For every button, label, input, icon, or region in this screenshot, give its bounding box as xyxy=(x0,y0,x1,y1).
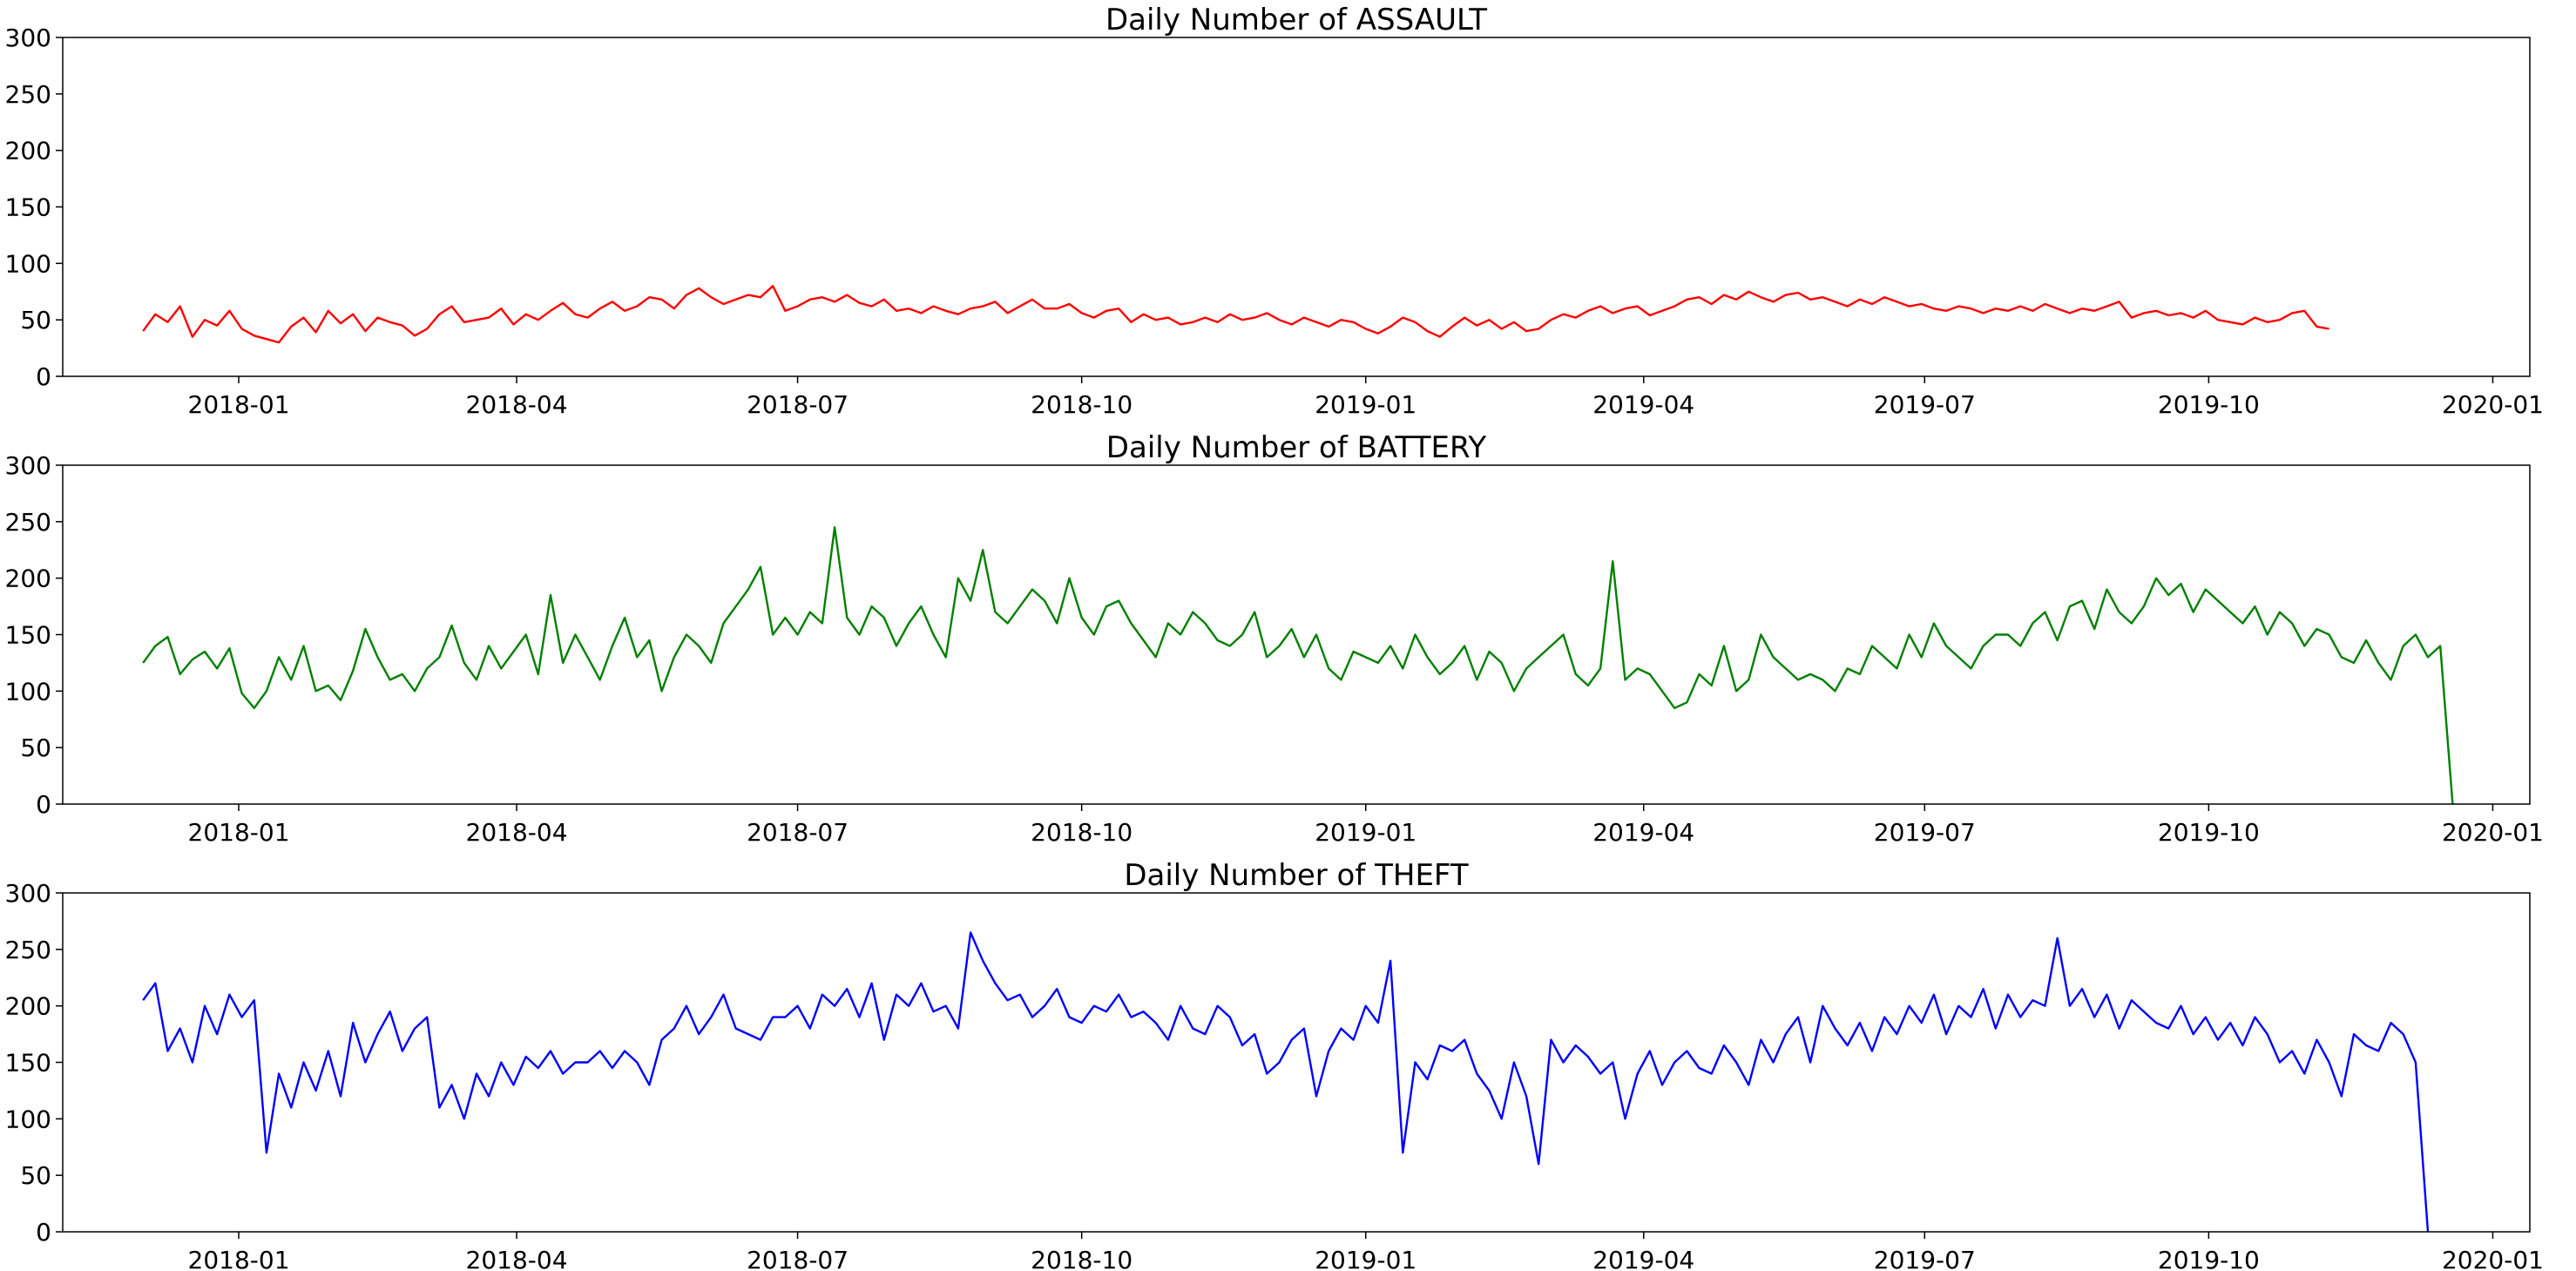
x-tick-label: 2018-04 xyxy=(466,1246,568,1271)
x-tick-label: 2019-01 xyxy=(1315,1246,1416,1271)
x-tick-label: 2018-10 xyxy=(1031,818,1132,847)
series-lines xyxy=(142,526,2454,805)
x-tick-label: 2018-01 xyxy=(188,390,290,419)
assault-chart: Daily Number of ASSAULT 0 50 100 150 200 250 3… xyxy=(5,3,2544,419)
plot-frame xyxy=(62,37,2531,377)
y-tick-label: 200 xyxy=(5,565,51,593)
y-tick-label: 50 xyxy=(20,734,51,762)
x-tick-label: 2020-01 xyxy=(2442,390,2544,419)
x-tick-label: 2019-01 xyxy=(1315,818,1416,847)
y-tick-label: 100 xyxy=(5,1105,51,1133)
series-line xyxy=(142,931,2430,1233)
x-tick-label: 2018-01 xyxy=(188,1246,290,1271)
x-tick-label: 2018-07 xyxy=(747,1246,849,1271)
y-tick-label: 0 xyxy=(36,790,51,819)
y-axis-ticks: 0 50 100 150 200 250 300 xyxy=(5,24,63,391)
x-tick-label: 2018-10 xyxy=(1031,390,1132,419)
y-tick-label: 250 xyxy=(5,936,51,964)
plot-frame xyxy=(62,892,2531,1233)
y-tick-label: 0 xyxy=(36,362,51,391)
x-tick-label: 2019-04 xyxy=(1592,1246,1694,1271)
y-axis-ticks: 0 50 100 150 200 250 300 xyxy=(5,879,63,1247)
x-tick-label: 2019-07 xyxy=(1874,1246,1976,1271)
series-line xyxy=(142,526,2454,805)
x-tick-label: 2019-04 xyxy=(1592,818,1694,847)
y-tick-label: 0 xyxy=(36,1218,51,1247)
x-tick-label: 2019-07 xyxy=(1874,390,1976,419)
series-lines xyxy=(142,285,2329,344)
battery-chart: Daily Number of BATTERY 0 50 100 150 200 250 3… xyxy=(5,430,2544,847)
y-tick-label: 100 xyxy=(5,249,51,278)
x-tick-label: 2018-10 xyxy=(1031,1246,1132,1271)
series-lines xyxy=(142,931,2430,1233)
y-tick-label: 200 xyxy=(5,992,51,1021)
y-tick-label: 50 xyxy=(20,306,51,335)
y-tick-label: 150 xyxy=(5,193,51,222)
x-axis-ticks: 2018-01 2018-04 2018-07 2018-10 2019-01 2019-… xyxy=(188,1232,2544,1271)
x-tick-label: 2019-07 xyxy=(1874,818,1976,847)
chart-title: Daily Number of THEFT xyxy=(1124,858,1469,893)
x-tick-label: 2018-04 xyxy=(466,818,568,847)
theft-chart: Daily Number of THEFT 0 50 100 150 200 250 300… xyxy=(5,858,2544,1271)
y-tick-label: 250 xyxy=(5,508,51,537)
y-tick-label: 300 xyxy=(5,451,51,480)
x-tick-label: 2019-01 xyxy=(1315,390,1416,419)
y-tick-label: 250 xyxy=(5,80,51,109)
x-tick-label: 2018-07 xyxy=(747,818,849,847)
x-tick-label: 2020-01 xyxy=(2442,1246,2544,1271)
y-tick-label: 300 xyxy=(5,24,51,52)
x-tick-label: 2019-10 xyxy=(2158,1246,2260,1271)
x-tick-label: 2020-01 xyxy=(2442,818,2544,847)
x-tick-label: 2019-10 xyxy=(2158,390,2260,419)
y-tick-label: 150 xyxy=(5,621,51,650)
y-tick-label: 50 xyxy=(20,1161,51,1190)
x-axis-ticks: 2018-01 2018-04 2018-07 2018-10 2019-01 2019-… xyxy=(188,376,2544,419)
x-axis-ticks: 2018-01 2018-04 2018-07 2018-10 2019-01 2019-… xyxy=(188,804,2544,847)
x-tick-label: 2018-04 xyxy=(466,390,568,419)
series-line xyxy=(142,285,2329,344)
y-tick-label: 150 xyxy=(5,1049,51,1078)
x-tick-label: 2019-04 xyxy=(1592,390,1694,419)
plot-frame xyxy=(62,464,2531,805)
x-tick-label: 2018-07 xyxy=(747,390,849,419)
x-tick-label: 2018-01 xyxy=(188,818,290,847)
y-tick-label: 100 xyxy=(5,677,51,706)
chart-title: Daily Number of BATTERY xyxy=(1106,430,1487,465)
y-tick-label: 300 xyxy=(5,879,51,908)
y-axis-ticks: 0 50 100 150 200 250 300 xyxy=(5,451,63,819)
y-tick-label: 200 xyxy=(5,137,51,166)
x-tick-label: 2019-10 xyxy=(2158,818,2260,847)
chart-title: Daily Number of ASSAULT xyxy=(1105,3,1487,37)
